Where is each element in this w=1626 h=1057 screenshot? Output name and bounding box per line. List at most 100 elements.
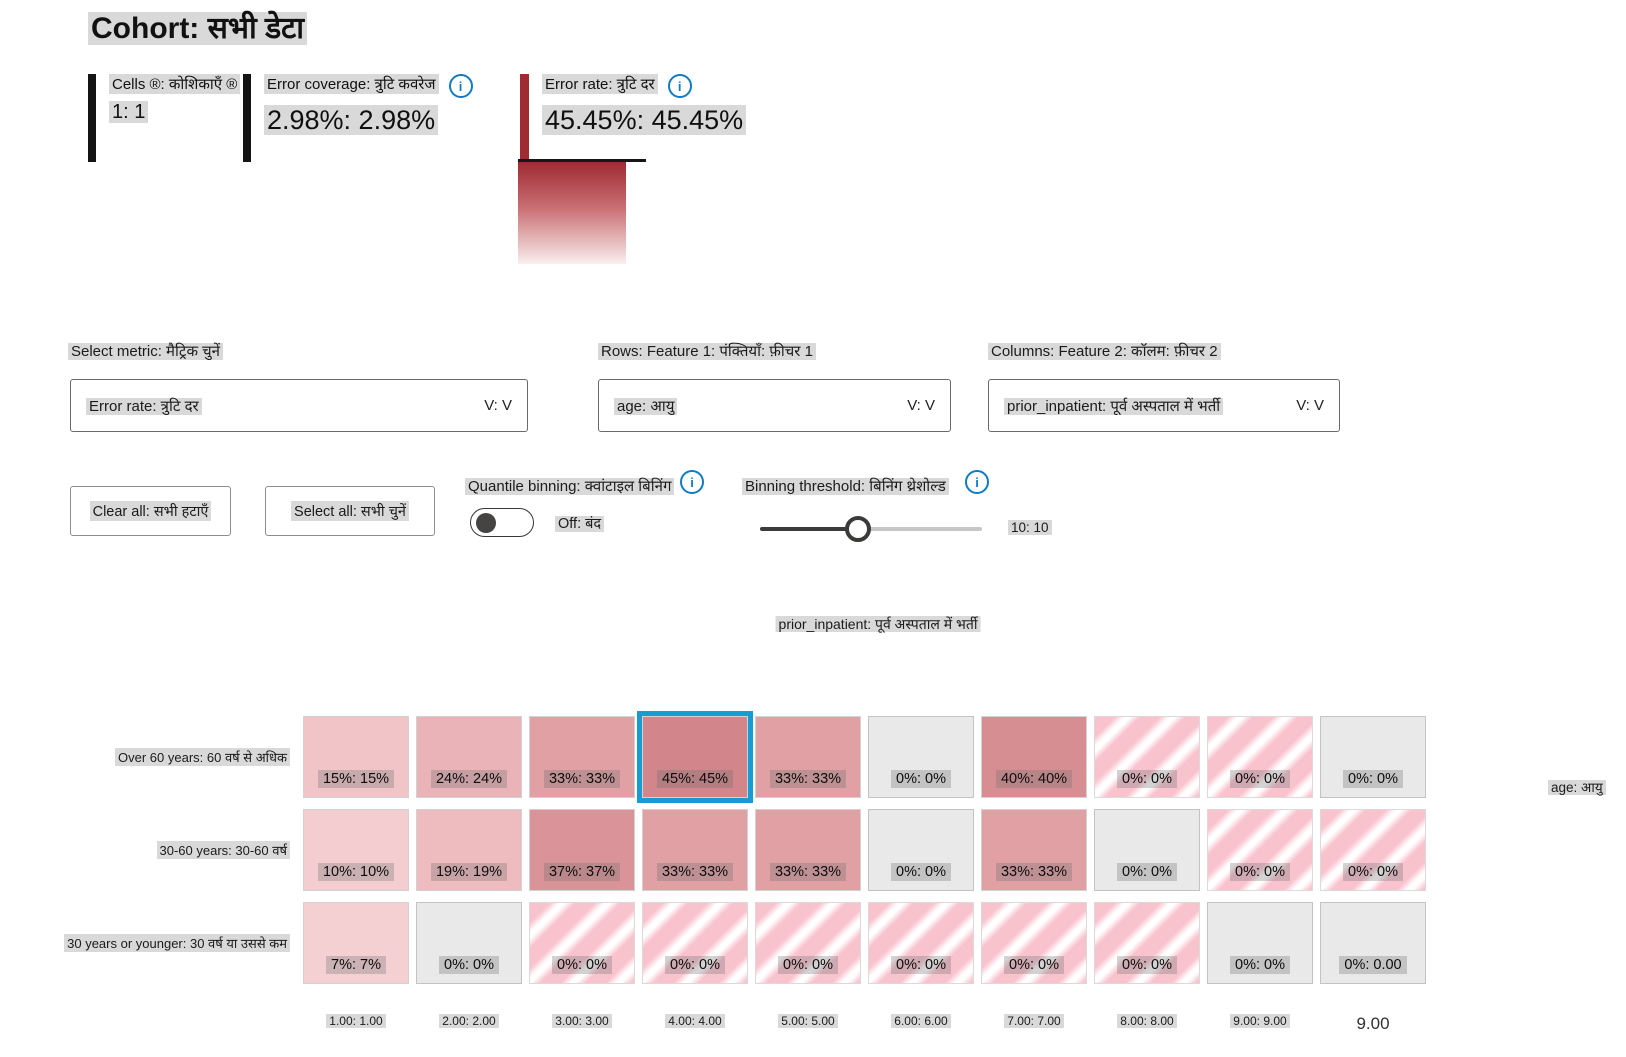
cells-metric: Cells ®: कोशिकाएँ ® 1: 1	[88, 74, 241, 162]
heatmap-cell[interactable]: 0%: 0%	[868, 809, 974, 891]
heatmap-cell-value: 33%: 33%	[769, 863, 847, 881]
select-all-button[interactable]: Select all: सभी चुनें	[265, 486, 435, 536]
heatmap-cell[interactable]: 24%: 24%	[416, 716, 522, 798]
info-icon[interactable]: i	[965, 470, 989, 494]
heatmap-cell[interactable]: 37%: 37%	[529, 809, 635, 891]
heatmap-cell[interactable]: 0%: 0%	[868, 716, 974, 798]
binning-threshold-label: Binning threshold: बिनिंग थ्रेशोल्ड	[742, 476, 949, 496]
heatmap-cell-value: 0%: 0%	[552, 956, 612, 974]
quantile-binning-toggle[interactable]	[470, 508, 534, 537]
heatmap-column-label: 8.00: 8.00	[1094, 1014, 1200, 1034]
heatmap-column-label: 5.00: 5.00	[755, 1014, 861, 1034]
heatmap-column-label: 9.00: 9.00	[1207, 1014, 1313, 1034]
quantile-binning-label: Quantile binning: क्वांटाइल बिनिंग	[465, 476, 675, 496]
heatmap-cell[interactable]: 40%: 40%	[981, 716, 1087, 798]
heatmap-cell[interactable]: 33%: 33%	[981, 809, 1087, 891]
legend-axis-line	[518, 159, 646, 162]
heatmap-cell[interactable]: 33%: 33%	[755, 716, 861, 798]
heatmap-cell-value: 0%: 0%	[1343, 863, 1403, 881]
error-coverage-label: Error coverage: त्रुटि कवरेज	[264, 74, 439, 94]
select-metric-label-text: Select metric: मैट्रिक चुनें	[68, 343, 223, 360]
heatmap-cell-value: 7%: 7%	[326, 956, 386, 974]
info-icon[interactable]: i	[448, 74, 473, 98]
heatmap-cell[interactable]: 0%: 0%	[1094, 809, 1200, 891]
quantile-binning-label-text: Quantile binning: क्वांटाइल बिनिंग	[465, 478, 675, 495]
error-rate-value: 45.45%: 45.45%	[542, 105, 747, 135]
heatmap-column-label: 4.00: 4.00	[642, 1014, 748, 1034]
binning-threshold-value: 10: 10	[1008, 520, 1052, 535]
heatmap-column-label: 7.00: 7.00	[981, 1014, 1087, 1034]
heatmap-cell[interactable]: 0%: 0%	[1207, 902, 1313, 984]
heatmap-cell[interactable]: 0%: 0%	[1320, 809, 1426, 891]
heatmap-cell[interactable]: 0%: 0%	[755, 902, 861, 984]
heatmap-cell[interactable]: 10%: 10%	[303, 809, 409, 891]
heatmap-cell-value: 0%: 0.00	[1339, 956, 1407, 974]
heatmap-column-label: 9.00	[1356, 1014, 1390, 1033]
slider-handle[interactable]	[845, 516, 871, 542]
legend-gradient	[518, 162, 626, 264]
heatmap-cell-value: 10%: 10%	[317, 863, 395, 881]
select-metric-dropdown[interactable]: Error rate: त्रुटि दर V: V	[70, 379, 528, 432]
error-coverage-value: 2.98%: 2.98%	[264, 105, 439, 135]
info-icon[interactable]: i	[680, 470, 704, 494]
info-icon[interactable]: i	[667, 74, 692, 98]
heatmap-cell-selected[interactable]: 45%: 45%	[637, 711, 753, 803]
chevron-down-icon: V: V	[907, 397, 935, 414]
heatmap-cell[interactable]: 33%: 33%	[755, 809, 861, 891]
heatmap-x-axis-title: prior_inpatient: पूर्व अस्पताल में भर्ती	[775, 615, 981, 634]
heatmap-cell[interactable]: 0%: 0%	[981, 902, 1087, 984]
heatmap-cell[interactable]: 0%: 0.00	[1320, 902, 1426, 984]
rows-feature-value: age: आयु	[614, 397, 678, 415]
heatmap-column-labels: 1.00: 1.00 2.00: 2.00 3.00: 3.00 4.00: 4.00…	[303, 1014, 1433, 1034]
binning-threshold-slider[interactable]	[760, 515, 982, 543]
heatmap-row-labels: Over 60 years: 60 वर्ष से अधिक 30-60 year…	[40, 716, 290, 995]
heatmap-row-label: Over 60 years: 60 वर्ष से अधिक	[40, 716, 290, 798]
heatmap-cell[interactable]: 33%: 33%	[642, 809, 748, 891]
binning-threshold-value-text: 10: 10	[1008, 520, 1052, 535]
heatmap-cell-value: 0%: 0%	[891, 956, 951, 974]
columns-feature-label-text: Columns: Feature 2: कॉलम: फ़ीचर 2	[988, 343, 1221, 360]
binning-threshold-label-text: Binning threshold: बिनिंग थ्रेशोल्ड	[742, 478, 949, 495]
heatmap-cell[interactable]: 0%: 0%	[1207, 716, 1313, 798]
heatmap-cell-value: 0%: 0%	[1230, 863, 1290, 881]
heatmap-y-axis-title-text: age: आयु	[1548, 780, 1606, 795]
heatmap-cell[interactable]: 0%: 0%	[1094, 902, 1200, 984]
heatmap-cell[interactable]: 33%: 33%	[529, 716, 635, 798]
heatmap-cell-value: 0%: 0%	[891, 863, 951, 881]
heatmap-column-label: 1.00: 1.00	[303, 1014, 409, 1034]
clear-all-button[interactable]: Clear all: सभी हटाएँ	[70, 486, 231, 536]
page-title: Cohort: सभी डेटा	[88, 6, 308, 47]
chevron-down-icon: V: V	[1296, 397, 1324, 414]
heatmap-cell[interactable]: 0%: 0%	[1094, 716, 1200, 798]
error-rate-metric: Error rate: त्रुटि दर i 45.45%: 45.45%	[520, 74, 747, 162]
heatmap-x-axis-title-text: prior_inpatient: पूर्व अस्पताल में भर्ती	[775, 616, 981, 632]
heatmap-cell-value: 0%: 0%	[891, 770, 951, 788]
slider-empty-track	[858, 527, 982, 531]
heatmap-cell-value: 0%: 0%	[665, 956, 725, 974]
heatmap-y-axis-title: age: आयु	[1548, 778, 1606, 796]
quantile-binning-state-text: Off: बंद	[555, 516, 605, 532]
heatmap-cell[interactable]: 0%: 0%	[529, 902, 635, 984]
heatmap-cell[interactable]: 7%: 7%	[303, 902, 409, 984]
heatmap-cell-value: 15%: 15%	[317, 770, 395, 788]
heatmap-cell[interactable]: 15%: 15%	[303, 716, 409, 798]
cells-metric-bar	[88, 74, 96, 162]
heatmap-cell[interactable]: 0%: 0%	[416, 902, 522, 984]
heatmap-cell[interactable]: 0%: 0%	[642, 902, 748, 984]
heatmap-cell-value: 33%: 33%	[656, 863, 734, 881]
heatmap-cell-value: 0%: 0%	[1117, 770, 1177, 788]
heatmap-cell-value: 37%: 37%	[543, 863, 621, 881]
heatmap-cell[interactable]: 0%: 0%	[868, 902, 974, 984]
heatmap-cell-value: 19%: 19%	[430, 863, 508, 881]
heatmap-cell-value: 33%: 33%	[995, 863, 1073, 881]
columns-feature-dropdown[interactable]: prior_inpatient: पूर्व अस्पताल में भर्ती…	[988, 379, 1340, 432]
select-metric-label: Select metric: मैट्रिक चुनें	[68, 341, 223, 361]
heatmap-cell[interactable]: 0%: 0%	[1207, 809, 1313, 891]
heatmap-cell-value: 0%: 0%	[1230, 770, 1290, 788]
heatmap-cell[interactable]: 0%: 0%	[1320, 716, 1426, 798]
slider-filled-track	[760, 527, 858, 531]
heatmap-cell[interactable]: 19%: 19%	[416, 809, 522, 891]
heatmap-cell-value: 45%: 45%	[656, 770, 734, 788]
rows-feature-dropdown[interactable]: age: आयु V: V	[598, 379, 951, 432]
